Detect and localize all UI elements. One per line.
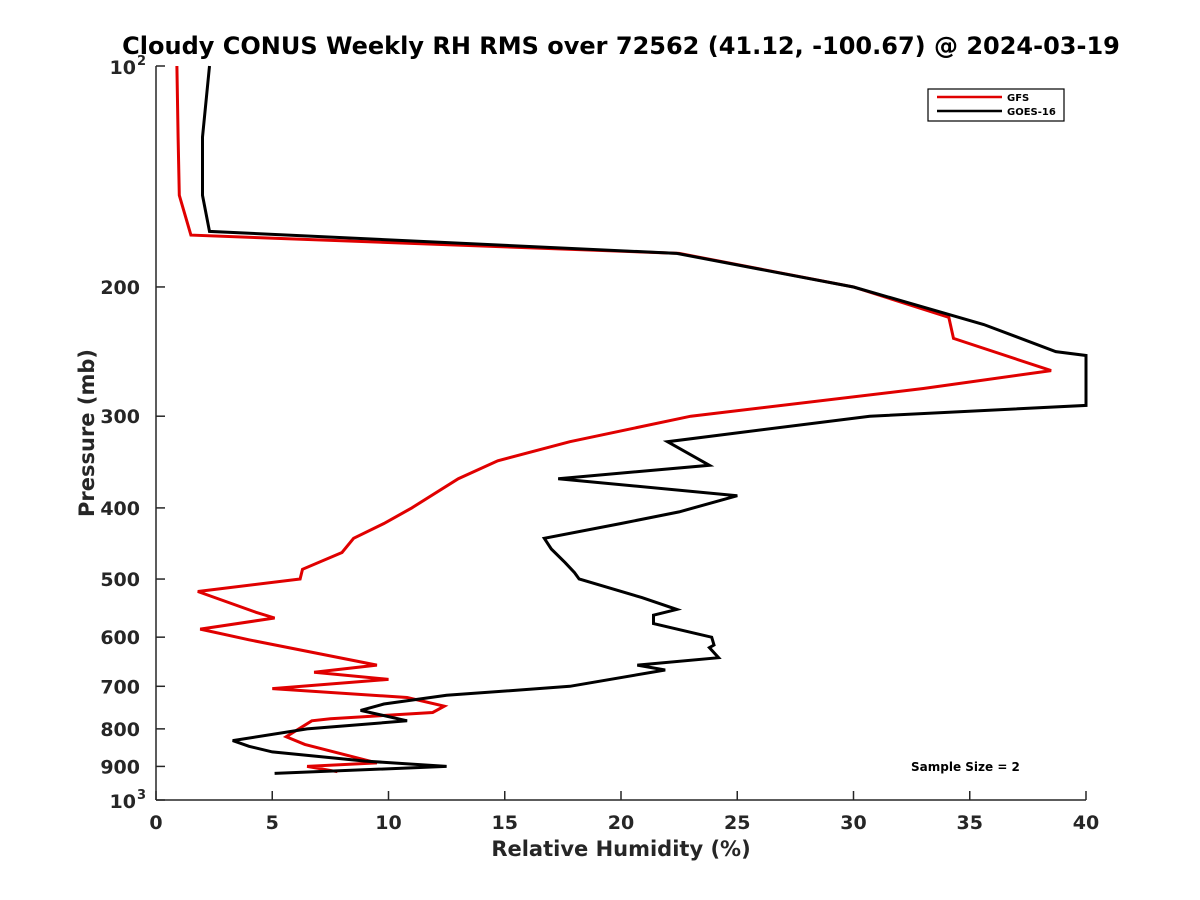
y-tick-label: 700: [100, 676, 140, 698]
x-ticks: 0 5 10 15 20 25 30 35 40: [149, 791, 1099, 834]
x-tick-label: 20: [608, 812, 634, 834]
series-line-goes16: [201, 65, 1088, 775]
y-tick-label-base: 10: [110, 57, 136, 79]
y-tick-label: 10: [110, 791, 136, 813]
x-tick-label: 25: [724, 812, 750, 834]
sample-size-annotation: Sample Size = 2: [911, 760, 1020, 774]
series-line-gfs: [175, 65, 1052, 774]
y-tick-label: 10: [110, 57, 136, 79]
x-axis-label: Relative Humidity (%): [491, 837, 750, 861]
legend-box: [927, 88, 1065, 122]
series-lines: [175, 65, 1088, 775]
y-tick-label: 300: [100, 406, 140, 428]
y-tick-label: 400: [100, 498, 140, 520]
x-tick-label: 40: [1073, 812, 1099, 834]
y-tick-label-exponent: 3: [137, 788, 146, 803]
legend: GFS GOES-16: [927, 88, 1065, 122]
legend-label-gfs: GFS: [1007, 93, 1029, 104]
y-tick-label: 800: [100, 719, 140, 741]
chart-title: Cloudy CONUS Weekly RH RMS over 72562 (4…: [122, 32, 1120, 60]
x-tick-label: 5: [266, 812, 279, 834]
x-tick-label: 35: [957, 812, 983, 834]
x-tick-label: 15: [492, 812, 518, 834]
y-tick-label: 200: [100, 277, 140, 299]
x-tick-label: 10: [375, 812, 401, 834]
y-tick-label: 500: [100, 569, 140, 591]
legend-label-goes16: GOES-16: [1007, 107, 1056, 118]
y-tick-label: 600: [100, 627, 140, 649]
plot-area: 0 5 10 15 20 25 30 35 40 10 220030040050060070080…: [100, 54, 1099, 834]
y-tick-label-base: 10: [110, 791, 136, 813]
y-axis-label: Pressure (mb): [75, 349, 99, 517]
x-tick-label: 0: [149, 812, 162, 834]
y-tick-label: 900: [100, 756, 140, 778]
x-tick-label: 30: [840, 812, 866, 834]
y-tick-label-exponent: 2: [137, 54, 146, 69]
